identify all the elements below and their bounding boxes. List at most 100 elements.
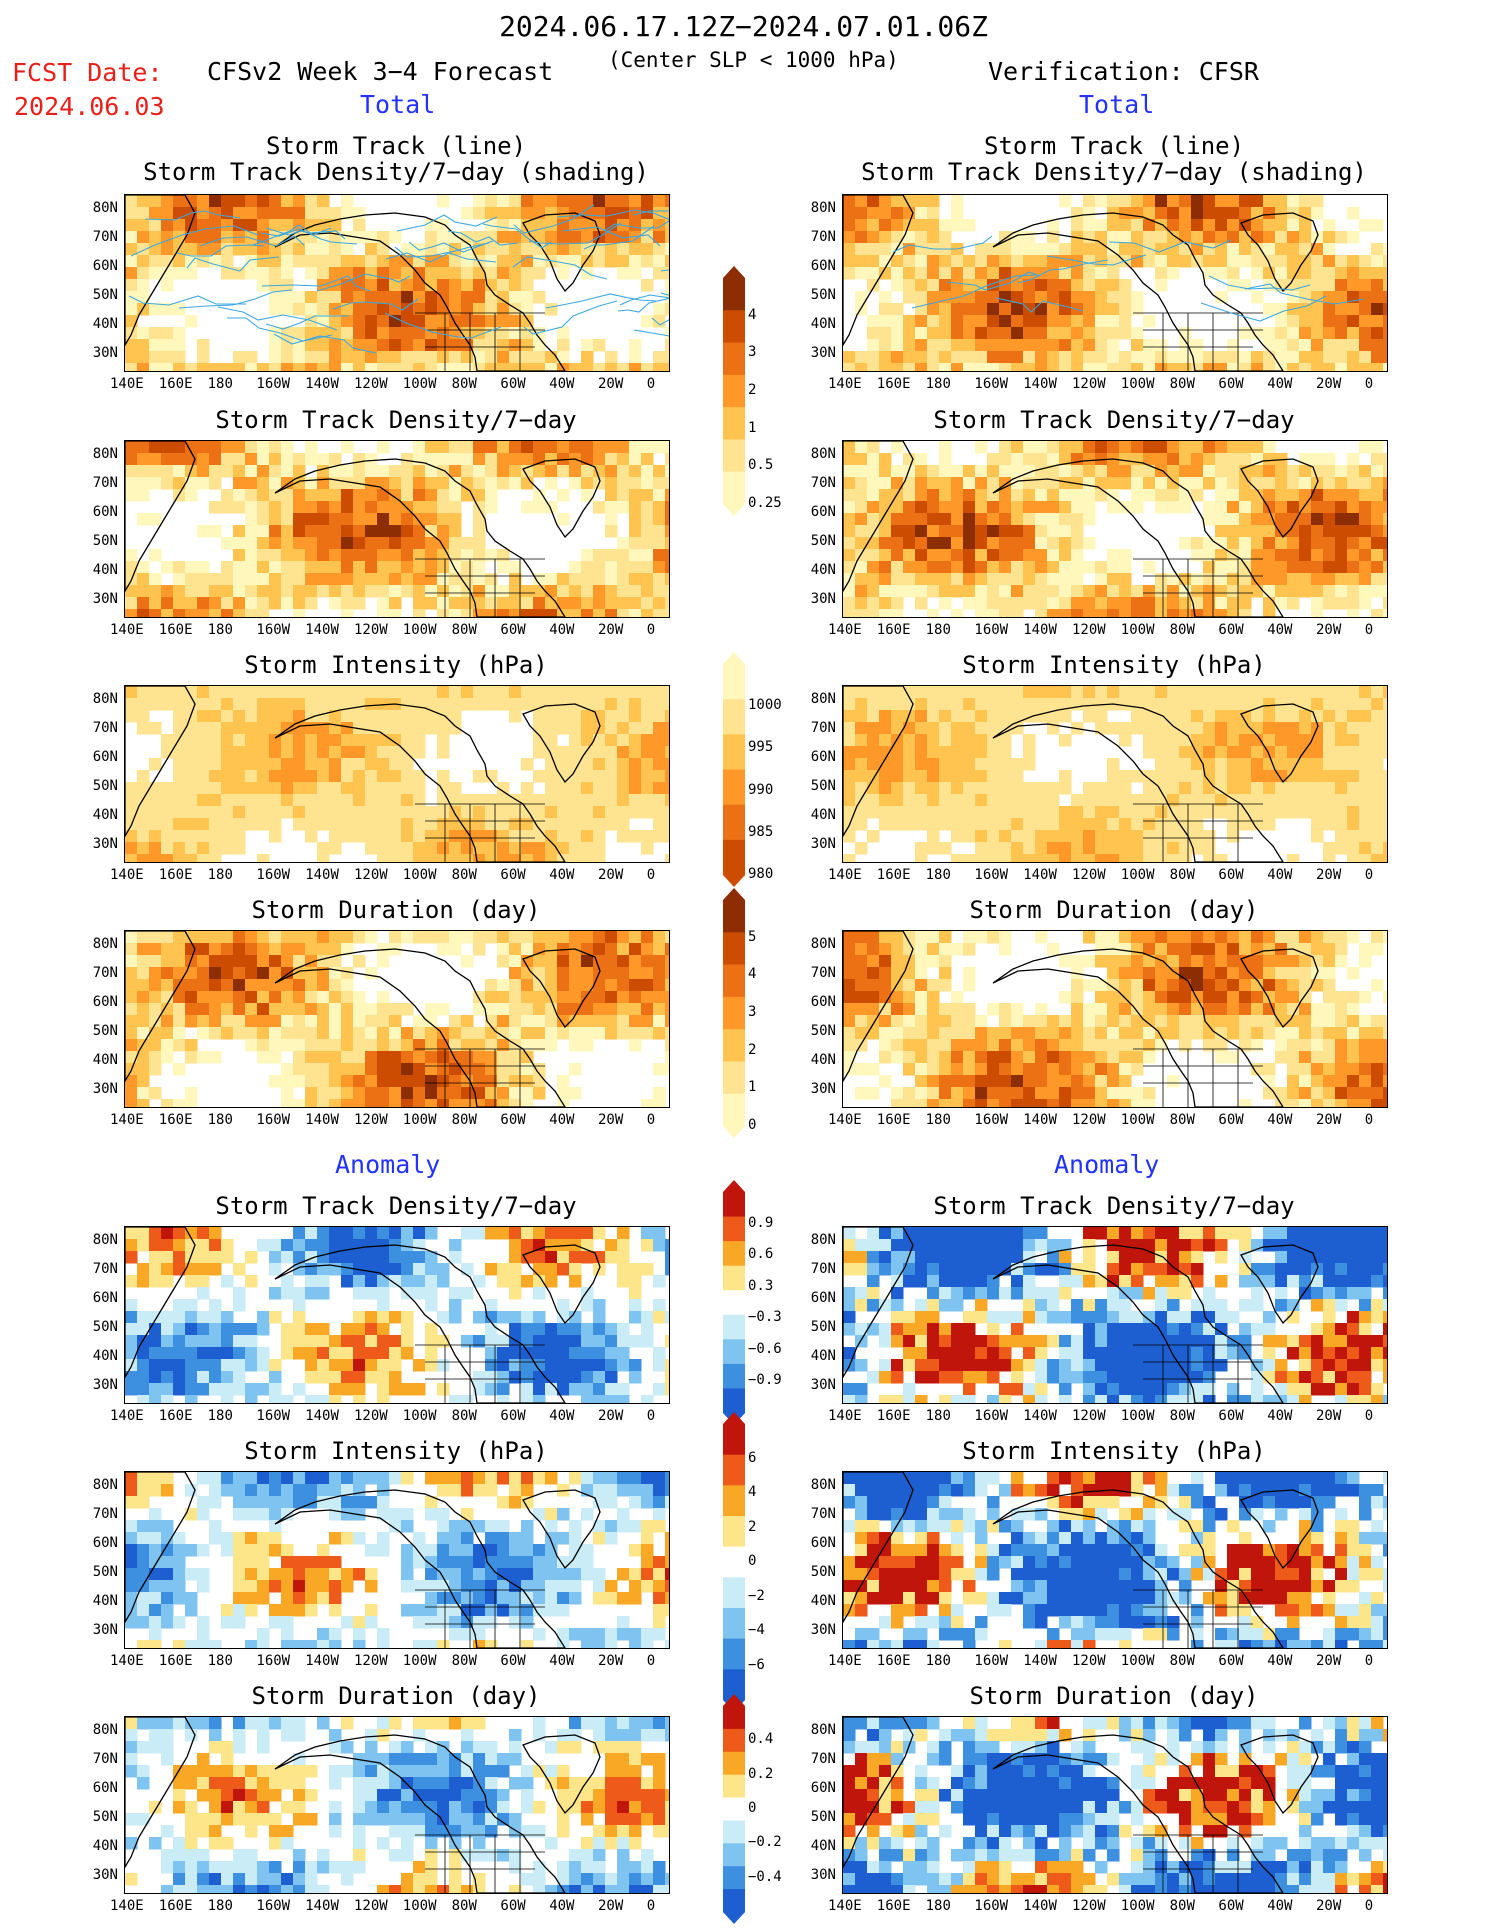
colorbar-tick: 5 (748, 929, 756, 945)
lon-label: 0 (1365, 1408, 1373, 1424)
lon-label: 140W (305, 1112, 339, 1128)
colorbar-duration_anom (723, 1694, 745, 1928)
lat-label: 70N (798, 965, 836, 981)
lat-label: 60N (798, 504, 836, 520)
lat-label: 60N (798, 994, 836, 1010)
colorbar-tick: 3 (748, 1004, 756, 1020)
lon-label: 60W (1218, 1408, 1243, 1424)
colorbar-tick: −0.6 (748, 1341, 782, 1357)
lat-label: 50N (80, 1319, 118, 1335)
lon-label: 60W (500, 1898, 525, 1914)
lon-label: 0 (1365, 1898, 1373, 1914)
lon-label: 0 (647, 1408, 655, 1424)
colorbar-duration (723, 888, 745, 1142)
colorbar-tick: −6 (748, 1657, 765, 1673)
lon-label: 0 (1365, 1112, 1373, 1128)
lat-label: 40N (798, 1838, 836, 1854)
colorbar-tick: 0 (748, 1553, 756, 1569)
lon-label: 180 (926, 1112, 951, 1128)
lon-label: 20W (598, 622, 623, 638)
lon-label: 180 (926, 1653, 951, 1669)
lat-label: 70N (80, 475, 118, 491)
lon-label: 160E (877, 1898, 911, 1914)
lon-label: 60W (1218, 1898, 1243, 1914)
map-panel-verification-2 (842, 440, 1388, 618)
lon-label: 140W (1023, 1112, 1057, 1128)
lon-label: 140E (828, 1898, 862, 1914)
storm-track-line (634, 330, 669, 340)
lon-label: 40W (549, 1408, 574, 1424)
lon-label: 140E (110, 1408, 144, 1424)
lat-label: 70N (798, 475, 836, 491)
lon-label: 80W (452, 1112, 477, 1128)
colorbar-tick: 985 (748, 824, 773, 840)
lon-label: 40W (1267, 1653, 1292, 1669)
colorbar-tick: 0.5 (748, 457, 773, 473)
lon-label: 40W (549, 867, 574, 883)
colorbar-tick: −4 (748, 1622, 765, 1638)
lon-label: 160E (877, 867, 911, 883)
lon-label: 120W (354, 1112, 388, 1128)
lon-label: 160E (877, 1112, 911, 1128)
lon-label: 80W (1170, 376, 1195, 392)
lon-label: 40W (549, 376, 574, 392)
panel-title-track_density: Storm Track Density/7−day (96, 406, 696, 434)
lat-label: 80N (798, 1232, 836, 1248)
lat-label: 70N (80, 720, 118, 736)
lat-label: 30N (80, 1081, 118, 1097)
lon-label: 40W (1267, 1408, 1292, 1424)
lon-label: 120W (354, 1653, 388, 1669)
lat-label: 70N (80, 1751, 118, 1767)
lon-label: 20W (1316, 1408, 1341, 1424)
lon-label: 80W (1170, 1112, 1195, 1128)
lat-label: 40N (80, 1593, 118, 1609)
lon-label: 40W (549, 1898, 574, 1914)
colorbar-tick: 0.9 (748, 1215, 773, 1231)
lon-label: 100W (403, 1653, 437, 1669)
lat-label: 50N (80, 1023, 118, 1039)
colorbar-tick: −2 (748, 1588, 765, 1604)
lat-label: 40N (798, 1593, 836, 1609)
lon-label: 40W (1267, 1112, 1292, 1128)
colorbar-tick: 2 (748, 1519, 756, 1535)
lat-label: 70N (798, 1261, 836, 1277)
lat-label: 60N (80, 1535, 118, 1551)
lon-label: 40W (1267, 622, 1292, 638)
lat-label: 50N (798, 1319, 836, 1335)
lat-label: 30N (798, 1867, 836, 1883)
map-panel-forecast-7 (124, 1716, 670, 1894)
lon-label: 80W (452, 1408, 477, 1424)
colorbar-tick: 995 (748, 739, 773, 755)
lon-label: 180 (208, 1898, 233, 1914)
colorbar-tick: 1000 (748, 697, 782, 713)
lon-label: 0 (647, 1653, 655, 1669)
lat-label: 40N (80, 1052, 118, 1068)
lat-label: 40N (798, 807, 836, 823)
lon-label: 140E (828, 376, 862, 392)
lon-label: 80W (1170, 1898, 1195, 1914)
colorbar-tick: −0.4 (748, 1869, 782, 1885)
fcst-date-value: 2024.06.03 (14, 92, 165, 121)
lon-label: 80W (452, 622, 477, 638)
lon-label: 140E (110, 1653, 144, 1669)
lon-label: 40W (549, 1653, 574, 1669)
lon-label: 120W (354, 867, 388, 883)
colorbar-tick: 0 (748, 1117, 756, 1133)
lon-label: 20W (598, 376, 623, 392)
lat-label: 40N (798, 562, 836, 578)
lon-label: 160W (974, 1898, 1008, 1914)
lon-label: 100W (403, 1408, 437, 1424)
lat-label: 30N (80, 836, 118, 852)
map-panel-verification-6 (842, 1471, 1388, 1649)
lon-label: 160W (256, 867, 290, 883)
colorbar-tick: −0.9 (748, 1372, 782, 1388)
lat-label: 80N (80, 446, 118, 462)
lat-label: 80N (80, 1232, 118, 1248)
lon-label: 180 (208, 1408, 233, 1424)
lat-label: 50N (798, 533, 836, 549)
lon-label: 120W (1072, 1408, 1106, 1424)
fcst-date-label: FCST Date: (12, 58, 163, 87)
lon-label: 120W (354, 1408, 388, 1424)
lon-label: 80W (452, 1653, 477, 1669)
lat-label: 70N (798, 229, 836, 245)
